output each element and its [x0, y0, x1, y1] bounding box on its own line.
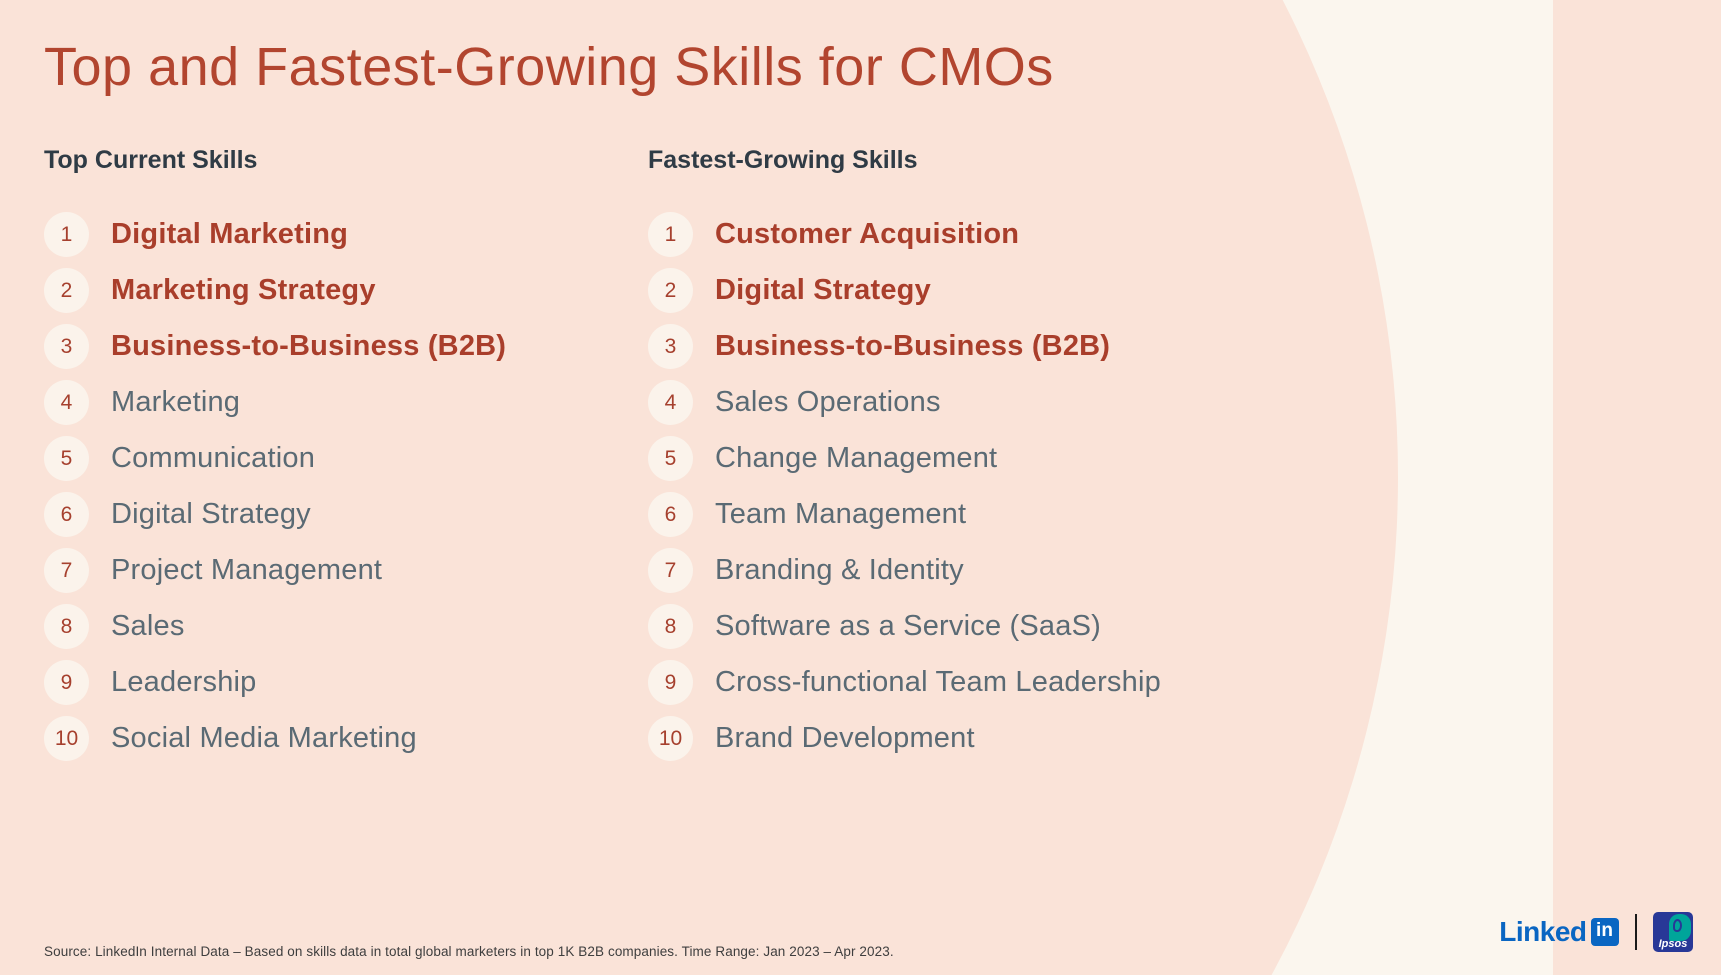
- background-peach-circle: [0, 0, 1398, 975]
- rank-badge: 9: [648, 660, 693, 705]
- list-item: 7 Branding & Identity: [648, 548, 1161, 593]
- skill-label: Business-to-Business (B2B): [715, 330, 1111, 362]
- list-item: 5 Communication: [44, 436, 506, 481]
- skill-label: Sales: [111, 610, 185, 642]
- column-header: Top Current Skills: [44, 146, 258, 174]
- skill-label: Marketing: [111, 386, 241, 418]
- skill-label: Digital Strategy: [111, 498, 311, 530]
- rank-badge: 9: [44, 660, 89, 705]
- rank-badge: 4: [44, 380, 89, 425]
- column-header: Fastest-Growing Skills: [648, 146, 918, 174]
- list-item: 4 Marketing: [44, 380, 506, 425]
- list-item: 8 Software as a Service (SaaS): [648, 604, 1161, 649]
- list-item: 10 Social Media Marketing: [44, 716, 506, 761]
- skill-label: Sales Operations: [715, 386, 941, 418]
- list-item: 1 Digital Marketing: [44, 212, 506, 257]
- skill-list: 1 Customer Acquisition 2 Digital Strateg…: [648, 212, 1161, 761]
- rank-badge: 8: [648, 604, 693, 649]
- rank-badge: 6: [648, 492, 693, 537]
- list-item: 6 Digital Strategy: [44, 492, 506, 537]
- skill-label: Leadership: [111, 666, 257, 698]
- rank-badge: 5: [648, 436, 693, 481]
- skill-label: Communication: [111, 442, 316, 474]
- rank-badge: 5: [44, 436, 89, 481]
- list-item: 10 Brand Development: [648, 716, 1161, 761]
- rank-badge: 4: [648, 380, 693, 425]
- ipsos-face-icon: [1669, 914, 1691, 941]
- rank-badge: 8: [44, 604, 89, 649]
- list-item: 4 Sales Operations: [648, 380, 1161, 425]
- ipsos-wordmark: Ipsos: [1658, 938, 1688, 950]
- skill-label: Software as a Service (SaaS): [715, 610, 1101, 642]
- list-item: 7 Project Management: [44, 548, 506, 593]
- list-item: 9 Cross-functional Team Leadership: [648, 660, 1161, 705]
- rank-badge: 3: [648, 324, 693, 369]
- linkedin-logo: Linked in: [1499, 916, 1619, 948]
- footer-logos: Linked in Ipsos: [1499, 908, 1693, 956]
- logo-divider: [1634, 914, 1637, 950]
- list-item: 2 Digital Strategy: [648, 268, 1161, 313]
- rank-badge: 7: [648, 548, 693, 593]
- skill-list: 1 Digital Marketing 2 Marketing Strategy…: [44, 212, 506, 761]
- skill-label: Social Media Marketing: [111, 722, 417, 754]
- skill-label: Marketing Strategy: [111, 274, 376, 306]
- rank-badge: 7: [44, 548, 89, 593]
- ipsos-logo: Ipsos: [1653, 912, 1693, 952]
- rank-badge: 6: [44, 492, 89, 537]
- skill-label: Change Management: [715, 442, 998, 474]
- rank-badge: 10: [44, 716, 89, 761]
- skill-label: Branding & Identity: [715, 554, 964, 586]
- linkedin-wordmark: Linked: [1499, 916, 1587, 947]
- skill-label: Team Management: [715, 498, 967, 530]
- list-item: 1 Customer Acquisition: [648, 212, 1161, 257]
- rank-badge: 10: [648, 716, 693, 761]
- list-item: 8 Sales: [44, 604, 506, 649]
- source-note: Source: LinkedIn Internal Data – Based o…: [44, 944, 894, 959]
- linkedin-in-icon: in: [1590, 918, 1619, 946]
- skill-label: Digital Marketing: [111, 218, 349, 250]
- list-item: 2 Marketing Strategy: [44, 268, 506, 313]
- list-item: 6 Team Management: [648, 492, 1161, 537]
- skill-label: Cross-functional Team Leadership: [715, 666, 1161, 698]
- skill-label: Business-to-Business (B2B): [111, 330, 507, 362]
- background-right-peach-strip: [1553, 0, 1721, 975]
- rank-badge: 2: [44, 268, 89, 313]
- rank-badge: 1: [44, 212, 89, 257]
- skill-label: Project Management: [111, 554, 383, 586]
- list-item: 3 Business-to-Business (B2B): [44, 324, 506, 369]
- list-item: 9 Leadership: [44, 660, 506, 705]
- list-item: 3 Business-to-Business (B2B): [648, 324, 1161, 369]
- rank-badge: 1: [648, 212, 693, 257]
- skill-label: Digital Strategy: [715, 274, 931, 306]
- ipsos-face-inner-icon: [1673, 919, 1682, 932]
- skill-label: Customer Acquisition: [715, 218, 1020, 250]
- rank-badge: 3: [44, 324, 89, 369]
- rank-badge: 2: [648, 268, 693, 313]
- page-title: Top and Fastest-Growing Skills for CMOs: [44, 37, 1054, 97]
- list-item: 5 Change Management: [648, 436, 1161, 481]
- skill-label: Brand Development: [715, 722, 975, 754]
